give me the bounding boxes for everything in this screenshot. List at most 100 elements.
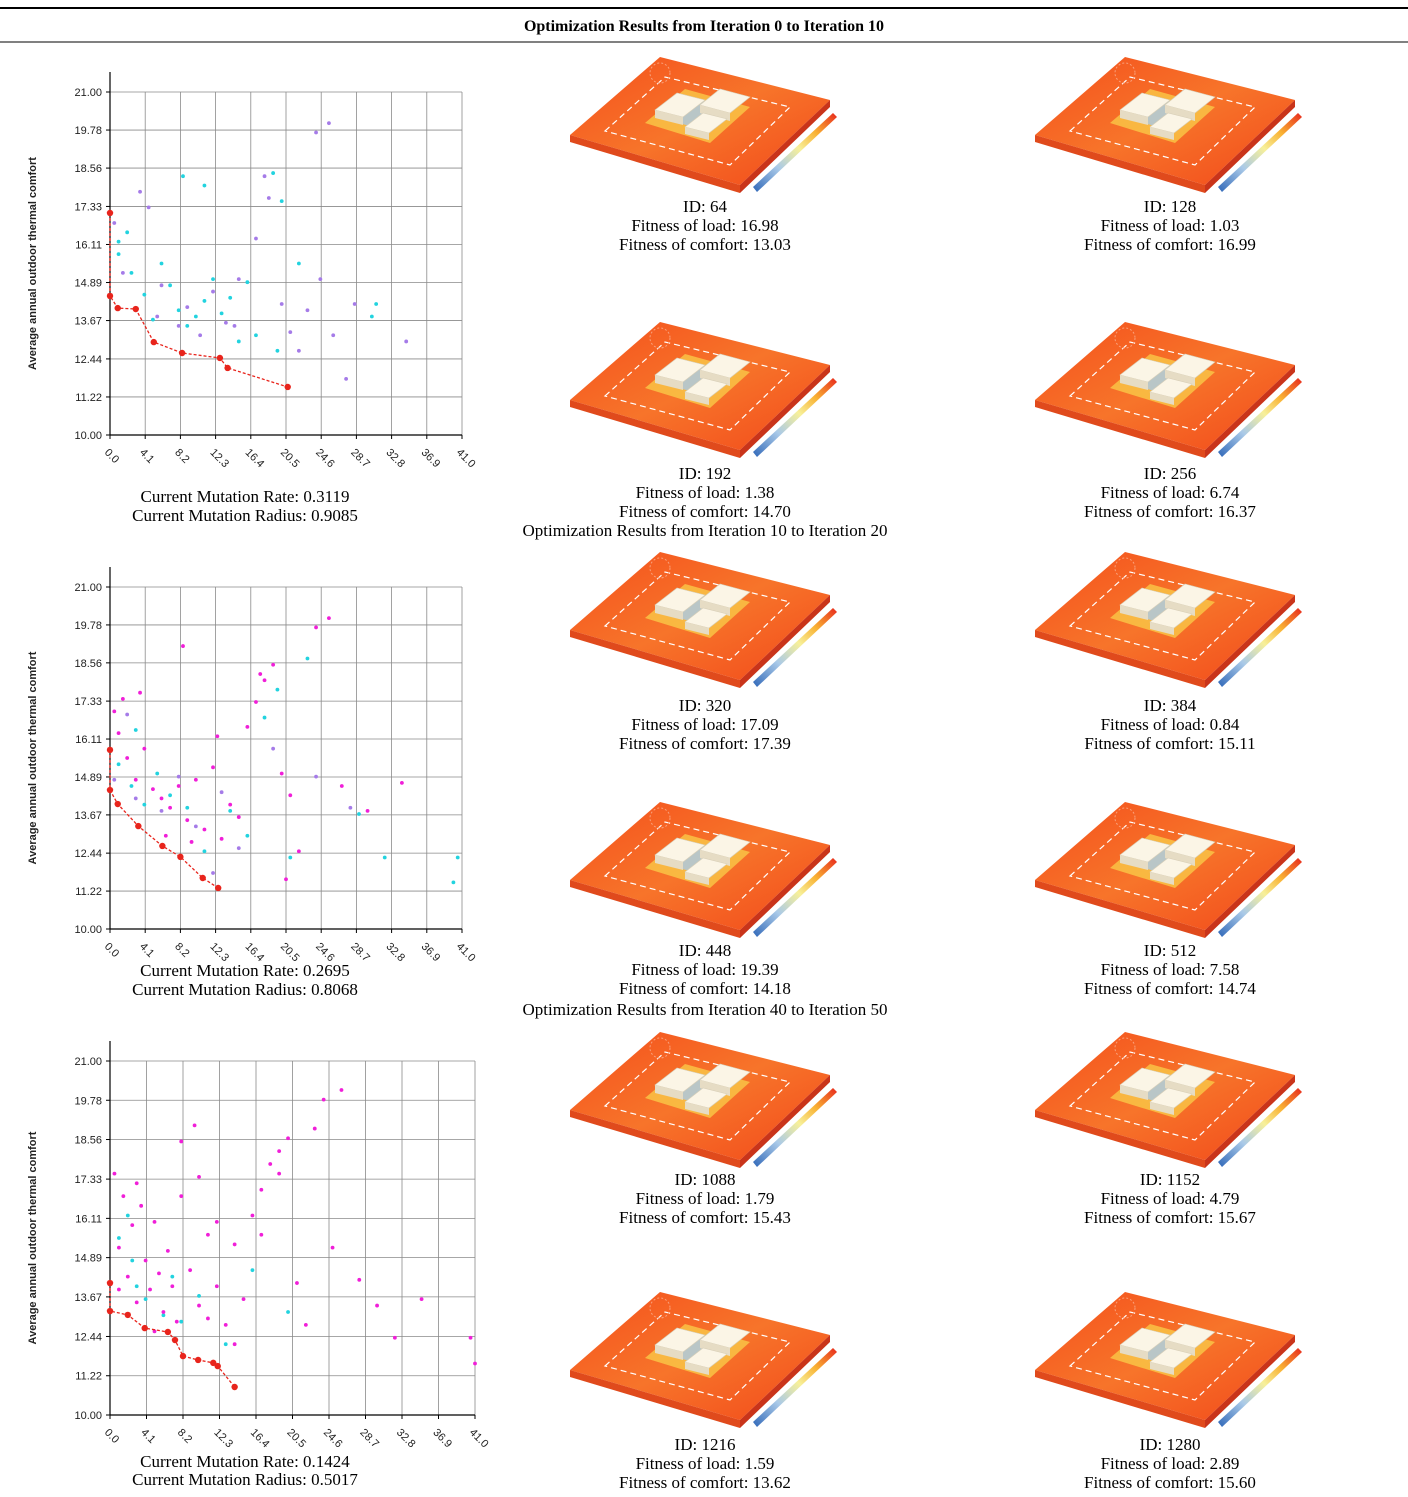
scatter-point — [318, 277, 322, 281]
scatter-point — [327, 121, 331, 125]
scatter-point — [220, 311, 224, 315]
scatter-point — [400, 781, 404, 785]
pareto-point — [107, 1280, 113, 1286]
scatter-point — [306, 308, 310, 312]
scatter-point — [144, 1259, 148, 1263]
result-id: ID: 320 — [679, 696, 731, 715]
scatter-point — [206, 1317, 210, 1321]
scatter-point — [313, 1127, 317, 1131]
scatter-point — [138, 190, 142, 194]
figure: Optimization Results from Iteration 0 to… — [0, 0, 1408, 1497]
x-tick-label: 41.0 — [454, 447, 478, 471]
fitness-comfort: Fitness of comfort: 14.18 — [619, 979, 791, 998]
scatter-point — [276, 349, 280, 353]
scatter-point — [126, 1214, 130, 1218]
y-tick-label: 12.44 — [74, 1331, 102, 1343]
scatter-point — [177, 308, 181, 312]
mutation-radius: Current Mutation Radius: 0.8068 — [132, 980, 358, 999]
x-tick-label: 36.9 — [419, 941, 443, 965]
section-title: Optimization Results from Iteration 10 t… — [523, 521, 888, 540]
scatter-point — [215, 1220, 219, 1224]
heatmap-render — [1035, 552, 1302, 688]
result-id: ID: 1088 — [675, 1170, 736, 1189]
scatter-point — [160, 797, 164, 801]
mutation-rate: Current Mutation Rate: 0.3119 — [140, 487, 349, 506]
x-tick-label: 12.3 — [211, 1427, 235, 1451]
result-id: ID: 448 — [679, 941, 731, 960]
scatter-point — [233, 324, 237, 328]
y-tick-label: 16.11 — [75, 1213, 102, 1225]
scatter-point — [353, 302, 357, 306]
scatter-point — [211, 277, 215, 281]
scatter-point — [160, 283, 164, 287]
scatter-point — [134, 797, 138, 801]
scatter-point — [374, 302, 378, 306]
scatter-point — [130, 1259, 134, 1263]
y-axis-label: Average annual outdoor thermal comfort — [27, 1131, 39, 1344]
scatter-point — [117, 1236, 121, 1240]
scatter-point — [155, 315, 159, 319]
pareto-point — [159, 843, 165, 849]
heatmap-render — [570, 552, 837, 688]
x-tick-label: 16.4 — [243, 447, 267, 471]
scatter-point — [271, 171, 275, 175]
y-tick-label: 17.33 — [74, 201, 102, 213]
scatter-point — [197, 1294, 201, 1298]
pareto-point — [217, 355, 223, 361]
y-tick-label: 12.44 — [74, 848, 102, 860]
scatter-point — [117, 1246, 121, 1250]
x-tick-label: 28.7 — [348, 941, 372, 965]
x-tick-label: 28.7 — [357, 1427, 381, 1451]
scatter-point — [121, 271, 125, 275]
scatter-point — [469, 1336, 473, 1340]
scatter-point — [135, 1181, 139, 1185]
scatter-point — [228, 296, 232, 300]
scatter-point — [233, 1342, 237, 1346]
scatter-point — [185, 305, 189, 309]
fitness-comfort: Fitness of comfort: 15.60 — [1084, 1473, 1256, 1492]
scatter-point — [117, 1288, 121, 1292]
scatter-point — [197, 1304, 201, 1308]
scatter-point — [168, 793, 172, 797]
y-tick-label: 10.00 — [74, 430, 102, 442]
x-tick-label: 41.0 — [467, 1427, 491, 1451]
scatter-point — [185, 806, 189, 810]
scatter-point — [203, 184, 207, 188]
pareto-point — [165, 1329, 171, 1335]
scatter-point — [121, 1194, 125, 1198]
heatmap-render — [570, 802, 837, 938]
heatmap-render — [570, 1032, 837, 1168]
scatter-point — [237, 340, 241, 344]
y-tick-label: 16.11 — [75, 239, 102, 251]
scatter-point — [259, 1233, 263, 1237]
scatter-point — [168, 806, 172, 810]
scatter-point — [259, 1188, 263, 1192]
y-tick-label: 13.67 — [74, 316, 102, 328]
scatter-point — [263, 174, 267, 178]
heatmap-render — [1035, 802, 1302, 938]
x-tick-label: 12.3 — [207, 447, 231, 471]
scatter-point — [203, 299, 207, 303]
scatter-chart: 10.0011.2212.4413.6714.8916.1117.3318.56… — [27, 72, 478, 470]
y-tick-label: 21.00 — [74, 582, 102, 594]
scatter-point — [121, 697, 125, 701]
scatter-point — [215, 1284, 219, 1288]
y-tick-label: 19.78 — [74, 620, 102, 632]
y-tick-label: 19.78 — [74, 125, 102, 137]
y-tick-label: 11.22 — [75, 1371, 102, 1383]
fitness-load: Fitness of load: 2.89 — [1101, 1454, 1240, 1473]
mutation-rate: Current Mutation Rate: 0.2695 — [140, 961, 350, 980]
pareto-point — [135, 823, 141, 829]
scatter-point — [245, 280, 249, 284]
scatter-point — [280, 302, 284, 306]
result-id: ID: 64 — [683, 197, 727, 216]
heatmap-render — [1035, 57, 1302, 193]
scatter-point — [295, 1281, 299, 1285]
scatter-point — [198, 333, 202, 337]
scatter-point — [130, 271, 134, 275]
scatter-point — [370, 315, 374, 319]
scatter-point — [288, 330, 292, 334]
scatter-point — [181, 644, 185, 648]
scatter-point — [357, 812, 361, 816]
header-title: Optimization Results from Iteration 0 to… — [524, 18, 884, 35]
